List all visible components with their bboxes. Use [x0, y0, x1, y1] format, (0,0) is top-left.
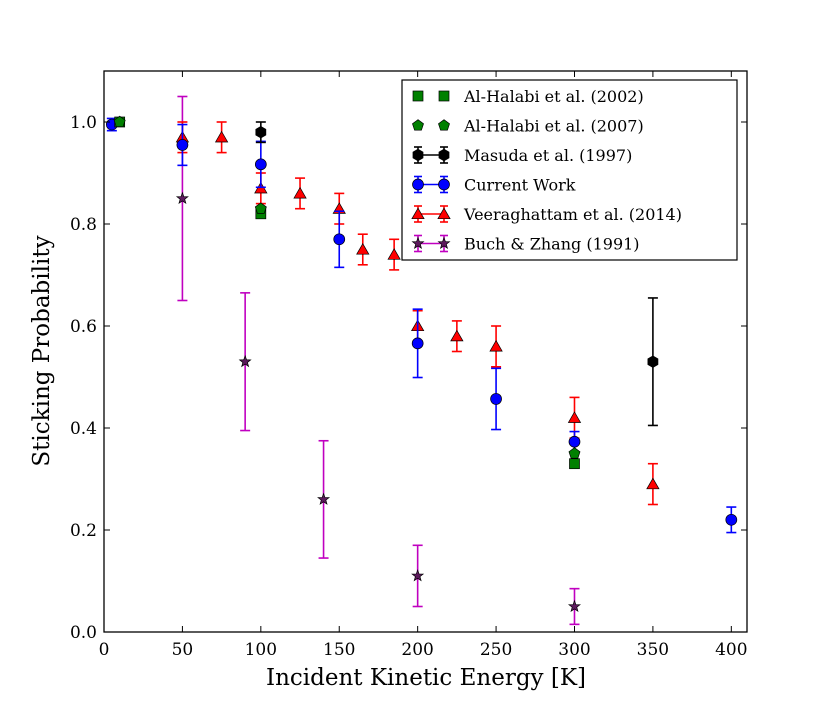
- point-s4-p9: [489, 339, 503, 352]
- legend-marker-4-a: [411, 207, 425, 220]
- axes-frame: [103, 70, 748, 633]
- y-tick-label-5: 1.0: [70, 113, 97, 133]
- x-tick-label-1: 50: [172, 640, 194, 660]
- point-s4-p11: [646, 477, 660, 490]
- point-s3-p3: [333, 233, 346, 246]
- legend-entry-1: Al-Halabi et al. (2007): [412, 117, 644, 136]
- point-s4-p1: [214, 130, 229, 143]
- legend-marker-4-b: [437, 207, 451, 220]
- point-s2-p0: [255, 125, 267, 139]
- legend-entry-4: Veeraghattam et al. (2014): [411, 205, 682, 224]
- y-tick-label-1: 0.2: [70, 521, 97, 541]
- point-s3-p2: [254, 158, 267, 171]
- legend-marker-5-b: [437, 236, 451, 250]
- axes: 0 50 100 150 200 250 300 350 400 0.0 0.2 0.4 0.6 0.8 1…: [70, 70, 748, 660]
- legend-label-5: Buch & Zhang (1991): [464, 235, 640, 254]
- point-s5-p0: [175, 191, 189, 205]
- series-3: [105, 117, 738, 534]
- point-s3-p6: [568, 435, 581, 448]
- legend-label-0: Al-Halabi et al. (2002): [463, 87, 644, 106]
- legend-marker-1-a: [412, 119, 424, 131]
- legend-marker-5-a: [411, 236, 425, 250]
- x-tick-label-6: 300: [558, 640, 590, 660]
- x-tick-label-4: 200: [401, 640, 433, 660]
- x-tick-label-5: 250: [480, 640, 512, 660]
- legend-label-4: Veeraghattam et al. (2014): [463, 205, 682, 224]
- point-s5-p2: [317, 492, 331, 505]
- x-tick-label-0: 0: [99, 640, 110, 660]
- x-axis-label: Incident Kinetic Energy [K]: [266, 665, 586, 691]
- y-tick-label-2: 0.4: [70, 419, 97, 439]
- point-s5-p4: [567, 599, 581, 613]
- legend-marker-0-a: [412, 90, 424, 102]
- point-s1-p2: [568, 447, 581, 459]
- legend-entry-5: Buch & Zhang (1991): [411, 235, 640, 254]
- legend-marker-3-a: [412, 178, 424, 191]
- plot-area: [105, 95, 738, 626]
- legend-marker-2-a: [412, 148, 424, 162]
- point-s4-p5: [356, 242, 370, 255]
- y-axis-label: Sticking Probability: [29, 235, 55, 466]
- point-s5-p3: [411, 569, 425, 582]
- legend-marker-0-b: [438, 90, 450, 102]
- legend-marker-2-b: [438, 148, 450, 162]
- point-s2-p1: [647, 355, 659, 368]
- x-tick-label-8: 400: [715, 640, 747, 660]
- point-s1-p0: [113, 115, 126, 128]
- legend-marker-1-b: [438, 119, 450, 131]
- point-s4-p8: [450, 329, 464, 342]
- legend-label-2: Masuda et al. (1997): [464, 146, 632, 165]
- legend-marker-3-b: [438, 178, 450, 191]
- legend-label-3: Current Work: [464, 176, 576, 195]
- legend-entry-2: Masuda et al. (1997): [412, 146, 632, 165]
- point-s4-p3: [293, 186, 307, 199]
- point-s0-p2: [569, 458, 580, 470]
- point-s3-p1: [176, 139, 189, 151]
- point-s5-p1: [238, 354, 252, 368]
- point-s3-p7: [725, 513, 738, 526]
- y-tick-label-4: 0.8: [70, 215, 97, 235]
- legend-box: [401, 79, 738, 261]
- point-s4-p6: [387, 248, 401, 260]
- x-tick-label-7: 350: [637, 640, 669, 660]
- point-s4-p10: [567, 411, 582, 423]
- series-2: [255, 121, 659, 427]
- legend-entry-3: Current Work: [412, 176, 576, 195]
- legend: Al-Halabi et al. (2002) Al-Halabi et al. …: [401, 79, 738, 261]
- point-s3-p5: [490, 393, 502, 405]
- x-tick-label-2: 100: [245, 640, 277, 660]
- y-tick-label-3: 0.6: [70, 317, 97, 337]
- series-1: [113, 115, 581, 459]
- legend-entry-0: Al-Halabi et al. (2002): [412, 87, 644, 106]
- y-tick-label-0: 0.0: [70, 623, 97, 643]
- x-tick-label-3: 150: [323, 640, 355, 660]
- legend-label-1: Al-Halabi et al. (2007): [463, 117, 644, 136]
- point-s1-p1: [254, 202, 267, 214]
- point-s3-p4: [411, 337, 424, 350]
